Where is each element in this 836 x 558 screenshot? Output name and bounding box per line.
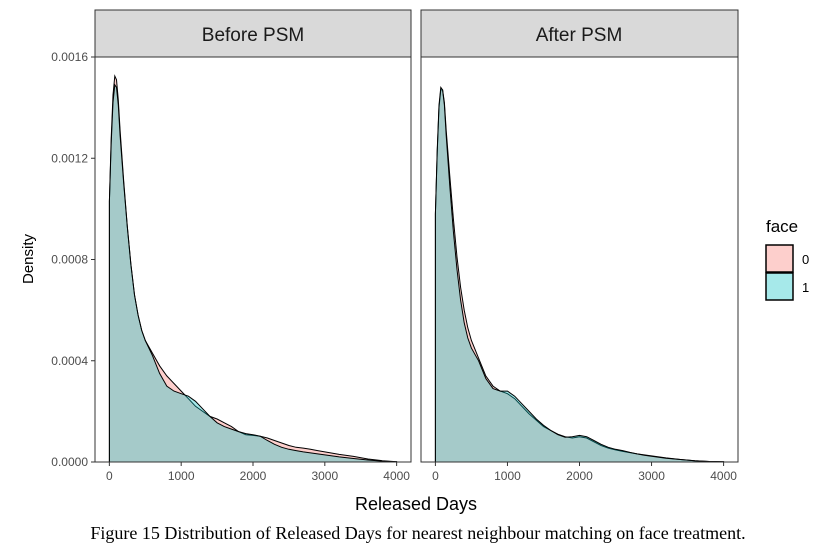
x-tick-label-after-psm-0: 0 [432,469,439,483]
legend-label-1: 1 [802,280,809,295]
y-tick-label-4: 0.0016 [51,50,88,64]
y-tick-label-2: 0.0008 [51,253,88,267]
strip-before-psm [94,9,412,58]
legend: face 0 1 [765,217,809,301]
figure-caption: Figure 15 Distribution of Released Days … [90,523,746,543]
strip-title-after-psm: After PSM [536,25,623,46]
y-tick-label-3: 0.0012 [51,151,88,165]
plot-area-after-psm [434,86,725,463]
x-tick-label-after-psm-4000: 4000 [710,469,737,483]
y-axis-title: Density [20,233,37,284]
panel-before-psm: Before PSM [94,9,412,463]
x-axis-after-psm: 0 1000 2000 3000 4000 [432,462,737,483]
legend-key-0 [765,244,794,273]
x-tick-label-before-psm-1000: 1000 [168,469,195,483]
legend-title: face [766,217,798,236]
faceted-density-chart: Before PSM After PSM 0.00000.00040.00080… [20,9,809,514]
legend-label-0: 0 [802,252,809,267]
x-tick-label-before-psm-3000: 3000 [311,469,338,483]
strip-title-before-psm: Before PSM [202,25,304,46]
plot-area-before-psm [108,74,398,463]
x-tick-label-before-psm-0: 0 [106,469,113,483]
x-tick-label-before-psm-2000: 2000 [240,469,267,483]
x-tick-label-after-psm-3000: 3000 [638,469,665,483]
y-tick-label-1: 0.0004 [51,354,88,368]
legend-key-1 [765,272,794,301]
x-axis-before-psm: 0 1000 2000 3000 4000 [106,462,410,483]
x-tick-label-before-psm-4000: 4000 [383,469,410,483]
x-axis-title: Released Days [355,494,477,514]
y-axis: 0.0000 0.0004 0.0008 0.0012 0.0016 [51,50,95,469]
x-tick-label-after-psm-1000: 1000 [494,469,521,483]
density-area-after-psm-face-1 [434,86,725,463]
panel-after-psm: After PSM [420,9,739,463]
density-area-before-psm-face-1 [108,83,398,463]
x-tick-label-after-psm-2000: 2000 [566,469,593,483]
y-tick-label-0: 0.0000 [51,455,88,469]
